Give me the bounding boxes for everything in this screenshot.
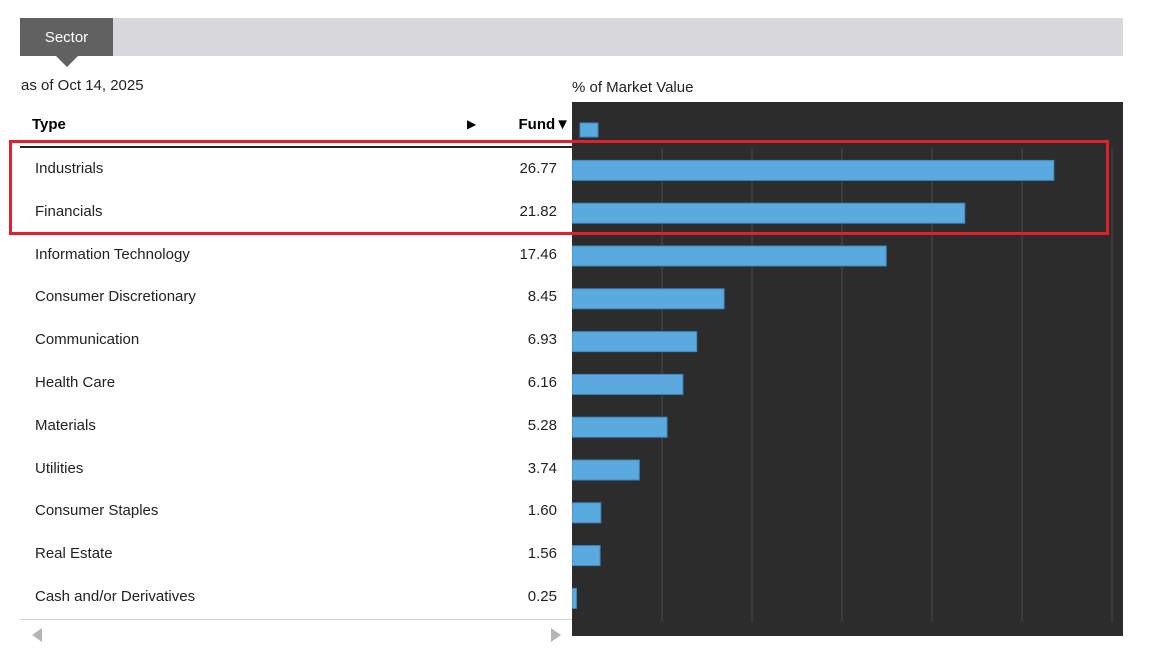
bar-consumer-discretionary xyxy=(572,288,725,310)
row-value: 5.28 xyxy=(527,416,557,434)
bar-communication xyxy=(572,331,698,353)
row-value: 17.46 xyxy=(519,245,557,263)
row-name: Real Estate xyxy=(35,545,113,563)
scroll-left-arrow-icon[interactable] xyxy=(32,628,42,642)
row-value: 3.74 xyxy=(527,459,557,477)
tab-sector[interactable]: Sector xyxy=(20,18,113,56)
row-name: Health Care xyxy=(35,374,116,391)
bar-information-technology xyxy=(572,245,887,267)
row-name: Financials xyxy=(35,202,103,220)
table-row: Real Estate 1.56 xyxy=(20,533,572,576)
table-row: Cash and/or Derivatives 0.25 xyxy=(20,576,572,619)
header-fund-sort[interactable]: Fund▼ xyxy=(518,116,571,133)
row-value: 0.25 xyxy=(527,588,557,605)
table-row: Financials 21.82 xyxy=(20,191,572,234)
bar-consumer-staples xyxy=(572,502,602,524)
bar-chart-svg xyxy=(572,122,1113,622)
table-bottom-divider xyxy=(20,619,572,620)
chart-axis-label: % of Market Value xyxy=(572,79,694,96)
row-value: 26.77 xyxy=(519,160,557,177)
row-value: 1.56 xyxy=(527,545,557,563)
bar-materials xyxy=(572,416,668,438)
row-name: Consumer Staples xyxy=(35,502,159,520)
row-value: 6.93 xyxy=(527,331,557,349)
as-of-date: as of Oct 14, 2025 xyxy=(21,77,144,94)
row-value: 1.60 xyxy=(527,502,557,520)
table-row: Information Technology 17.46 xyxy=(20,234,572,277)
table-header: Type ▶ Fund▼ xyxy=(20,102,572,148)
table-row: Industrials 26.77 xyxy=(20,148,572,191)
header-type[interactable]: Type xyxy=(32,116,66,133)
scroll-right-arrow-icon[interactable] xyxy=(551,628,561,642)
row-name: Communication xyxy=(35,331,140,349)
bar-real-estate xyxy=(572,545,601,567)
header-bar xyxy=(579,122,599,138)
bar-industrials xyxy=(572,159,1055,181)
table-row: Materials 5.28 xyxy=(20,405,572,448)
bar-financials xyxy=(572,202,966,224)
tab-pointer xyxy=(56,56,78,67)
row-name: Utilities xyxy=(35,459,84,477)
row-value: 6.16 xyxy=(527,374,557,391)
expand-arrow-icon[interactable]: ▶ xyxy=(467,117,477,131)
bar-health-care xyxy=(572,373,684,395)
tab-bar: Sector xyxy=(20,18,1123,67)
row-value: 8.45 xyxy=(527,288,557,306)
bar-utilities xyxy=(572,459,640,481)
row-name: Industrials xyxy=(35,160,104,177)
bar-cash-and-or-derivatives xyxy=(572,587,577,609)
row-value: 21.82 xyxy=(519,202,557,220)
row-name: Cash and/or Derivatives xyxy=(35,588,196,605)
table-row: Consumer Discretionary 8.45 xyxy=(20,276,572,319)
row-name: Consumer Discretionary xyxy=(35,288,196,306)
sector-table: Type ▶ Fund▼ Industrials 26.77 Financial… xyxy=(20,102,572,620)
row-name: Information Technology xyxy=(35,245,190,263)
bar-chart xyxy=(572,102,1123,636)
table-row: Utilities 3.74 xyxy=(20,448,572,491)
table-row: Consumer Staples 1.60 xyxy=(20,490,572,533)
table-row: Health Care 6.16 xyxy=(20,362,572,405)
table-row: Communication 6.93 xyxy=(20,319,572,362)
row-name: Materials xyxy=(35,416,96,434)
